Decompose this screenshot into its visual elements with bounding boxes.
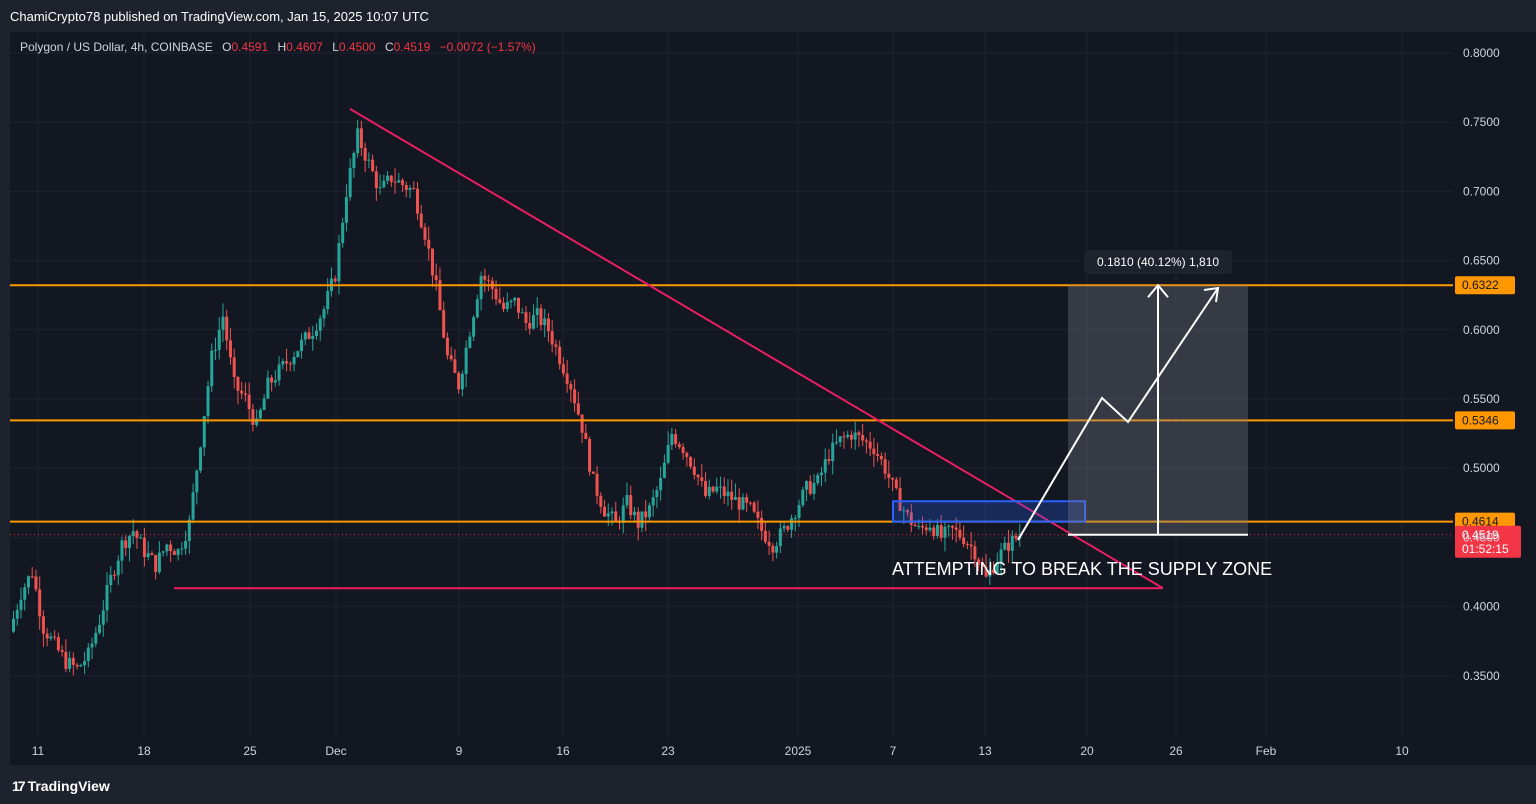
open-value: 0.4591 — [231, 40, 269, 54]
symbol-name: Polygon / US Dollar, 4h, COINBASE — [20, 40, 213, 54]
tradingview-logo-icon: 17 — [12, 778, 26, 794]
close-label: C — [384, 40, 394, 54]
close-value: 0.4519 — [393, 40, 431, 54]
low-value: 0.4500 — [338, 40, 376, 54]
tradingview-logo[interactable]: 17 TradingView — [12, 778, 110, 794]
symbol-legend: Polygon / US Dollar, 4h, COINBASE O0.459… — [20, 40, 536, 54]
low-label: L — [332, 40, 339, 54]
chart-area[interactable] — [10, 32, 1453, 765]
publisher-bar: ChamiCrypto78 published on TradingView.c… — [0, 0, 1536, 32]
high-value: 0.4607 — [286, 40, 323, 54]
publisher-text: ChamiCrypto78 published on TradingView.c… — [10, 9, 429, 24]
open-label: O — [222, 40, 232, 54]
brand-name: TradingView — [27, 778, 110, 794]
change-value: −0.0072 (−1.57%) — [439, 40, 536, 54]
footer: 17 TradingView — [0, 765, 1536, 804]
high-label: H — [277, 40, 287, 54]
price-axis[interactable] — [1453, 32, 1536, 765]
